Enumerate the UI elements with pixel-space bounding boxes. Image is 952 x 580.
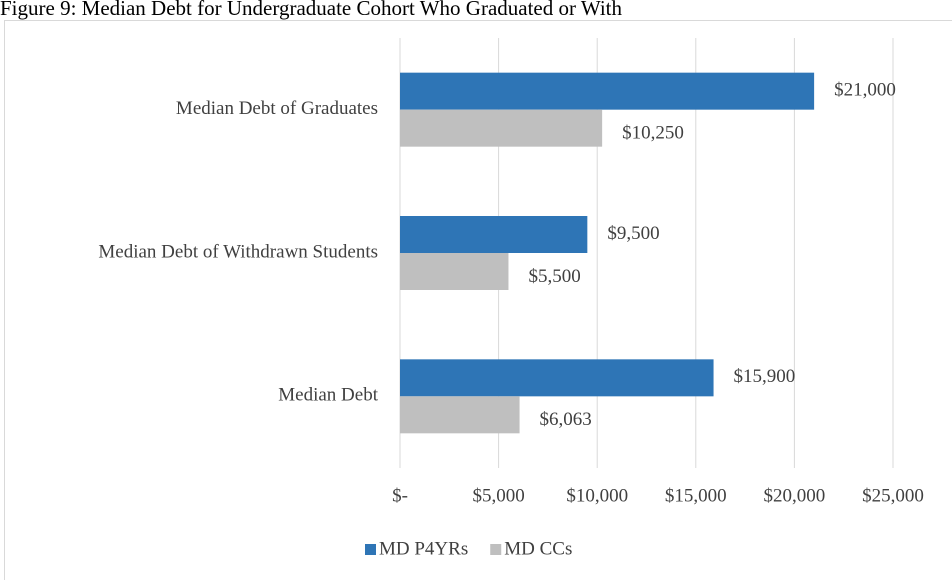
legend-swatch [365,544,376,555]
x-tick-label: $5,000 [472,485,524,506]
y-tick-label: Median Debt of Graduates [176,98,378,119]
chart-border [4,20,952,580]
data-label: $21,000 [834,80,896,101]
bar [400,109,603,147]
legend-label: MD P4YRs [379,538,468,559]
chart-title: Figure 9: Median Debt for Undergraduate … [0,0,623,20]
x-tick-label: $15,000 [665,485,727,506]
bar [400,396,520,434]
legend-swatch [490,544,502,555]
bar [400,216,588,253]
data-label: $9,500 [607,223,659,244]
data-label: $5,500 [528,266,580,287]
bar [400,72,815,110]
legend-label: MD CCs [504,538,572,559]
x-tick-label: $- [392,485,408,506]
y-tick-label: Median Debt [278,385,378,406]
data-label: $6,063 [540,409,592,430]
data-label: $15,900 [734,366,796,387]
bar [400,359,714,397]
y-tick-label: Median Debt of Withdrawn Students [98,241,378,262]
x-tick-label: $10,000 [566,485,628,506]
x-tick-label: $25,000 [862,485,924,506]
data-label: $10,250 [622,123,684,144]
bar [400,253,509,290]
x-tick-label: $20,000 [764,485,826,506]
